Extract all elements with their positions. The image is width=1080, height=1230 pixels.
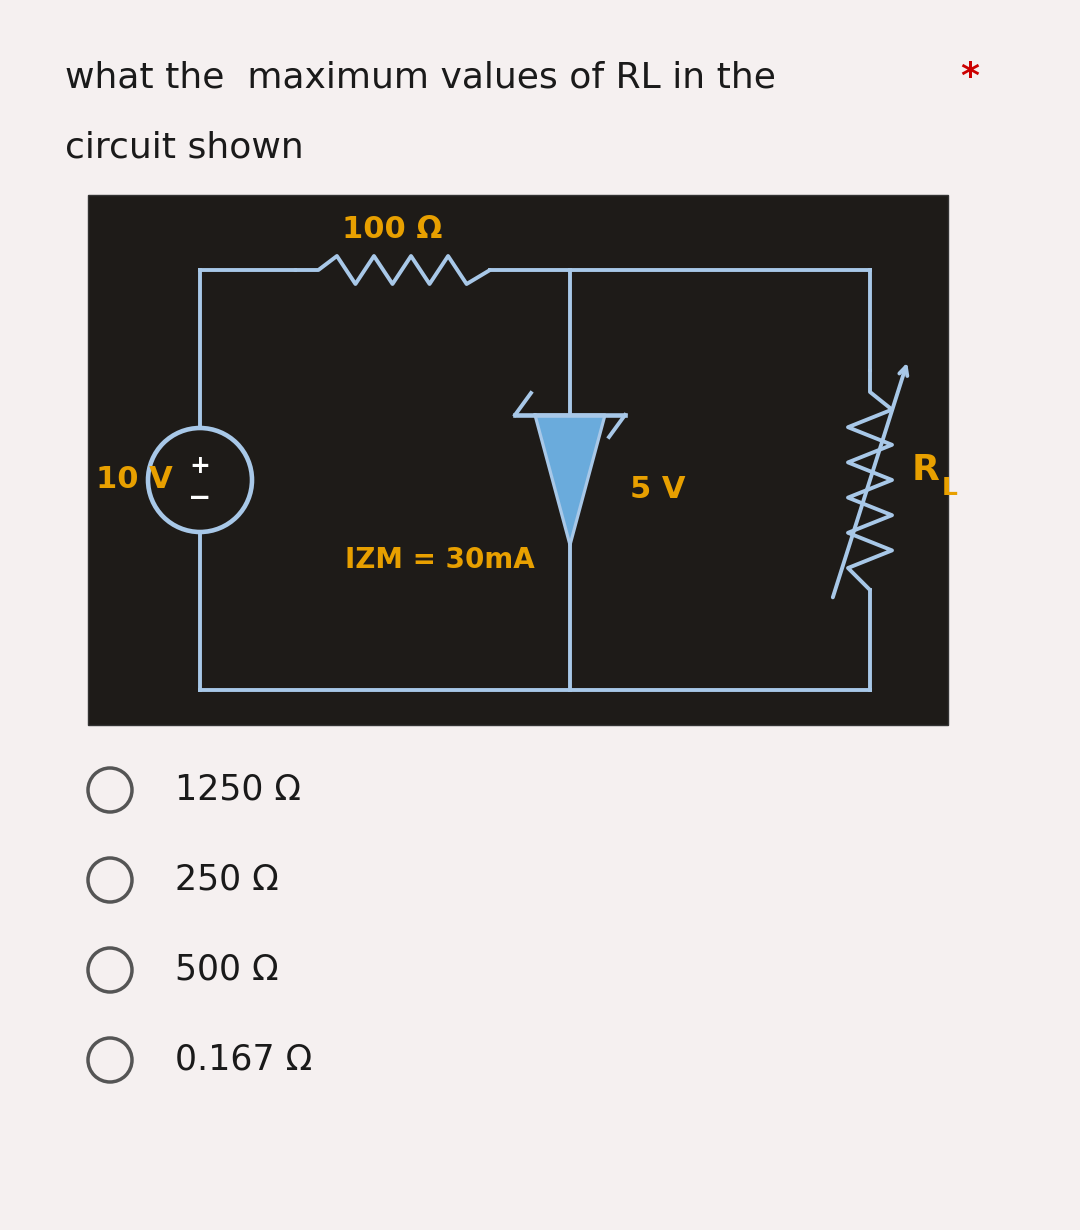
Polygon shape bbox=[535, 415, 605, 545]
Text: 100 Ω: 100 Ω bbox=[342, 215, 443, 245]
Text: −: − bbox=[188, 483, 212, 512]
Text: 0.167 Ω: 0.167 Ω bbox=[175, 1043, 312, 1077]
Text: what the  maximum values of RL in the: what the maximum values of RL in the bbox=[65, 60, 775, 93]
Text: +: + bbox=[190, 454, 211, 478]
Text: 1250 Ω: 1250 Ω bbox=[175, 772, 301, 807]
Text: 500 Ω: 500 Ω bbox=[175, 953, 279, 986]
Text: 250 Ω: 250 Ω bbox=[175, 863, 279, 897]
Text: circuit shown: circuit shown bbox=[65, 130, 303, 164]
Text: R: R bbox=[912, 453, 940, 487]
Text: L: L bbox=[942, 476, 958, 501]
Text: 5 V: 5 V bbox=[630, 476, 686, 504]
Text: *: * bbox=[960, 60, 978, 93]
Text: IZM = 30mA: IZM = 30mA bbox=[346, 546, 535, 574]
Bar bbox=[87, 196, 948, 724]
Text: 10 V: 10 V bbox=[96, 465, 173, 494]
